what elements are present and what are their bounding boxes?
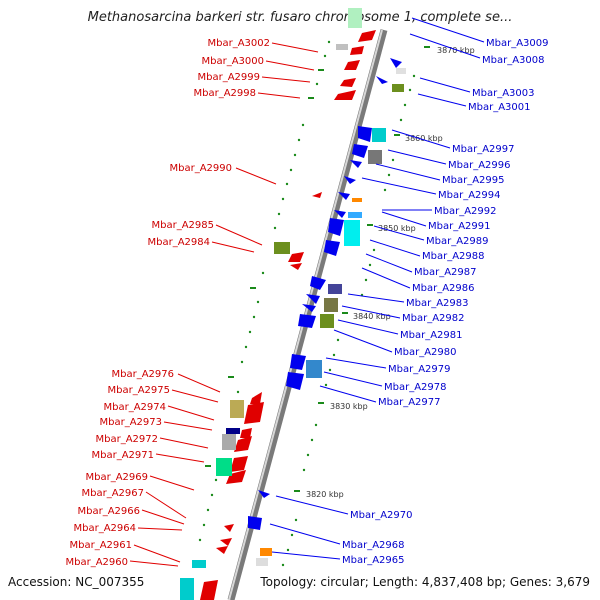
gene-label: Mbar_A2991 bbox=[428, 221, 491, 232]
gene-feature bbox=[288, 252, 304, 262]
gene-feature bbox=[358, 126, 372, 142]
gene-feature bbox=[290, 354, 306, 370]
gene-feature bbox=[334, 210, 346, 218]
gene-feature bbox=[344, 60, 360, 70]
gene-label: Mbar_A3000 bbox=[201, 56, 264, 67]
left-labels: Mbar_A3002 Mbar_A3000 Mbar_A2999 Mbar_A2… bbox=[65, 38, 270, 568]
gene-feature bbox=[352, 144, 368, 158]
gene-feature bbox=[286, 372, 304, 390]
gene-label: Mbar_A2984 bbox=[147, 237, 210, 248]
gene-feature bbox=[340, 78, 356, 87]
gene-feature bbox=[376, 76, 388, 84]
gene-label: Mbar_A2992 bbox=[434, 206, 497, 217]
gene-feature bbox=[234, 436, 252, 452]
gene-label: Mbar_A2998 bbox=[193, 88, 256, 99]
gene-label: Mbar_A2973 bbox=[99, 417, 162, 428]
gene-label: Mbar_A3009 bbox=[486, 38, 549, 49]
right-leaders bbox=[269, 17, 485, 560]
gene-label: Mbar_A2980 bbox=[394, 347, 457, 358]
gene-label: Mbar_A2994 bbox=[438, 190, 501, 201]
gene-feature bbox=[306, 294, 320, 304]
gene-label: Mbar_A2981 bbox=[400, 330, 463, 341]
gene-label: Mbar_A2982 bbox=[402, 313, 465, 324]
gene-feature bbox=[230, 456, 248, 472]
gene-feature bbox=[350, 46, 364, 55]
gene-label: Mbar_A2970 bbox=[350, 510, 413, 521]
gene-label: Mbar_A2986 bbox=[412, 283, 475, 294]
gene-feature bbox=[390, 58, 402, 68]
gene-feature bbox=[250, 392, 262, 404]
gene-feature bbox=[290, 263, 302, 270]
gene-label: Mbar_A2969 bbox=[85, 472, 148, 483]
kbp-label: 3840 kbp bbox=[353, 312, 391, 321]
gene-label: Mbar_A2976 bbox=[111, 369, 174, 380]
gene-label: Mbar_A2977 bbox=[378, 397, 441, 408]
gene-label: Mbar_A3008 bbox=[482, 55, 545, 66]
gene-label: Mbar_A2964 bbox=[73, 523, 136, 534]
reverse-features bbox=[248, 58, 402, 530]
gene-label: Mbar_A2990 bbox=[169, 163, 232, 174]
kbp-label: 3850 kbp bbox=[378, 224, 416, 233]
gene-feature bbox=[200, 580, 218, 600]
accession-label: Accession: NC_007355 bbox=[8, 575, 145, 589]
gene-feature bbox=[344, 176, 356, 184]
gene-label: Mbar_A2972 bbox=[95, 434, 158, 445]
gene-feature bbox=[224, 524, 234, 532]
gene-label: Mbar_A2995 bbox=[442, 175, 505, 186]
gene-label: Mbar_A2968 bbox=[342, 540, 405, 551]
right-labels: Mbar_A3009 Mbar_A3008 Mbar_A3003 Mbar_A3… bbox=[342, 38, 549, 566]
gene-feature bbox=[220, 538, 232, 546]
gene-feature bbox=[258, 490, 270, 498]
kbp-label: 3820 kbp bbox=[306, 490, 344, 499]
gene-feature bbox=[328, 218, 344, 236]
gene-feature bbox=[298, 314, 316, 328]
gene-feature bbox=[302, 304, 316, 312]
gene-feature bbox=[248, 516, 262, 530]
gene-label: Mbar_A2965 bbox=[342, 555, 405, 566]
gene-label: Mbar_A2985 bbox=[151, 220, 214, 231]
gene-feature bbox=[244, 402, 264, 424]
gene-label: Mbar_A2999 bbox=[197, 72, 260, 83]
gene-label: Mbar_A2997 bbox=[452, 144, 515, 155]
kbp-ticks bbox=[205, 46, 430, 492]
forward-features bbox=[200, 30, 376, 600]
gene-label: Mbar_A2967 bbox=[81, 488, 144, 499]
gene-label: Mbar_A2966 bbox=[77, 506, 140, 517]
gene-feature bbox=[310, 276, 326, 290]
gene-feature bbox=[334, 90, 356, 100]
gene-label: Mbar_A2975 bbox=[107, 385, 170, 396]
topology-label: Topology: circular; Length: 4,837,408 bp… bbox=[260, 575, 590, 589]
gene-label: Mbar_A3003 bbox=[472, 88, 535, 99]
gene-label: Mbar_A2983 bbox=[406, 298, 469, 309]
gene-label: Mbar_A2989 bbox=[426, 236, 489, 247]
gene-feature bbox=[350, 160, 362, 168]
gene-label: Mbar_A2971 bbox=[91, 450, 154, 461]
gene-label: Mbar_A2988 bbox=[422, 251, 485, 262]
gene-feature bbox=[312, 192, 322, 198]
gene-feature bbox=[324, 240, 340, 256]
gene-label: Mbar_A3002 bbox=[207, 38, 270, 49]
gene-feature bbox=[240, 428, 252, 438]
kbp-label: 3830 kbp bbox=[330, 402, 368, 411]
kbp-label: 3870 kbp bbox=[437, 46, 475, 55]
gene-feature bbox=[358, 30, 376, 42]
gene-label: Mbar_A3001 bbox=[468, 102, 531, 113]
gene-label: Mbar_A2979 bbox=[388, 364, 451, 375]
gene-feature bbox=[216, 546, 228, 554]
kbp-label: 3860 kbp bbox=[405, 134, 443, 143]
gene-label: Mbar_A2961 bbox=[69, 540, 132, 551]
gene-label: Mbar_A2978 bbox=[384, 382, 447, 393]
dotted-guides bbox=[198, 40, 416, 567]
map-title: Methanosarcina barkeri str. fusaro chrom… bbox=[87, 10, 513, 25]
annotated-boxes bbox=[180, 8, 406, 600]
gene-label: Mbar_A2974 bbox=[103, 402, 166, 413]
gene-label: Mbar_A2987 bbox=[414, 267, 477, 278]
gene-feature bbox=[226, 470, 246, 484]
left-leaders bbox=[129, 42, 319, 567]
gene-feature bbox=[338, 192, 350, 200]
gene-label: Mbar_A2960 bbox=[65, 557, 128, 568]
gene-label: Mbar_A2996 bbox=[448, 160, 511, 171]
